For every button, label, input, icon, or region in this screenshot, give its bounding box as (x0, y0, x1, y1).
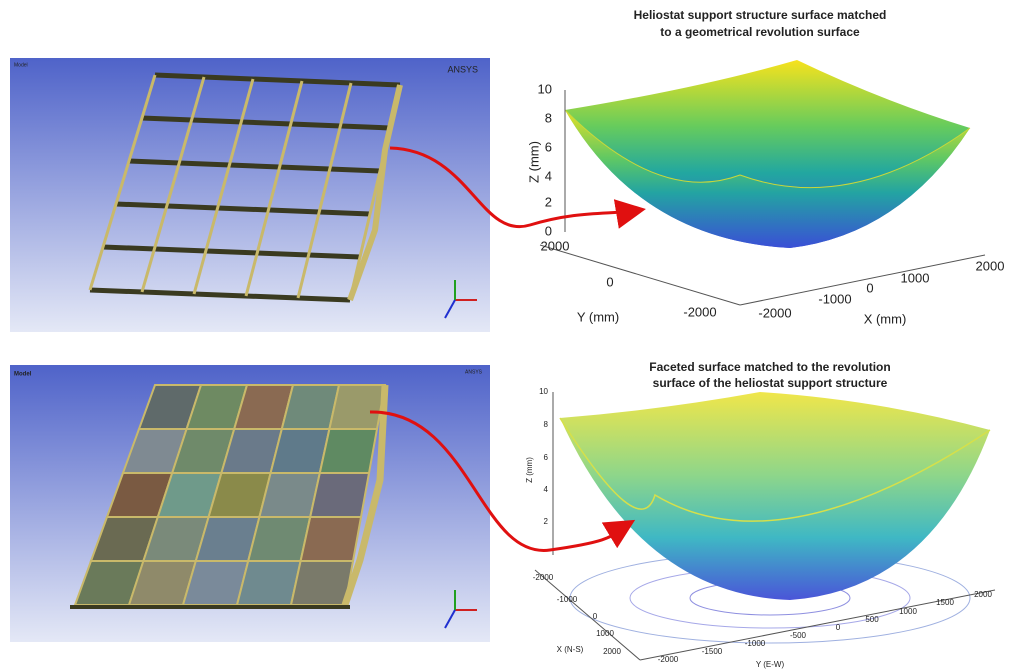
x-tick-label: 1000 (901, 270, 930, 285)
x-tick-label: 0 (593, 612, 598, 621)
facet (310, 473, 369, 517)
y-tick-label: 0 (606, 274, 613, 289)
y-tick-label: -500 (790, 631, 807, 640)
y-tick-label: 500 (865, 615, 879, 624)
y-tick-label: 1500 (936, 598, 954, 607)
model-view-top (10, 58, 490, 332)
z-tick-label: 4 (544, 485, 549, 494)
z-axis-label: Z (mm) (525, 457, 534, 483)
page: Model ANSYS Model ANSYS Heliostat support st… (0, 0, 1011, 672)
z-tick-label: 10 (538, 81, 552, 96)
plot-title: Heliostat support structure surface matc… (634, 8, 887, 22)
y-tick-label: 1000 (899, 607, 917, 616)
x-tick-label: 1000 (596, 629, 614, 638)
z-tick-label: 6 (545, 139, 552, 154)
facet (320, 429, 377, 473)
y-tick-label: -2000 (658, 655, 679, 664)
z-axis-label: Z (mm) (526, 141, 541, 183)
y-tick-label: -1000 (745, 639, 766, 648)
z-tick-label: 4 (545, 168, 552, 183)
logo: ANSYS (447, 64, 478, 74)
x-axis-label: X (N-S) (557, 645, 584, 654)
z-tick-label: 6 (544, 453, 549, 462)
y-axis-label: Y (E-W) (756, 660, 785, 669)
facet (301, 517, 361, 561)
plot-title: to a geometrical revolution surface (660, 25, 860, 39)
x-tick-label: -1000 (557, 595, 578, 604)
facet (329, 385, 385, 429)
x-tick-label: 2000 (603, 647, 621, 656)
x-tick-label: -2000 (533, 573, 554, 582)
plot-title: Faceted surface matched to the revolutio… (649, 360, 890, 374)
facet (248, 517, 310, 561)
model-label: Model (14, 62, 28, 68)
y-tick-label: 2000 (974, 590, 992, 599)
z-tick-label: 10 (539, 387, 548, 396)
y-tick-label: 2000 (541, 238, 570, 253)
figure: Model ANSYS Model ANSYS Heliostat support st… (0, 0, 1011, 672)
z-tick-label: 8 (545, 110, 552, 125)
x-tick-label: 2000 (976, 258, 1005, 273)
z-tick-label: 0 (545, 223, 552, 238)
surface-plot-bottom (535, 392, 995, 660)
z-tick-label: 8 (544, 420, 549, 429)
plot-title: surface of the heliostat support structu… (653, 376, 888, 390)
x-tick-label: -2000 (758, 305, 791, 320)
y-tick-label: -2000 (683, 304, 716, 319)
x-tick-label: -1000 (818, 291, 851, 306)
model-label: Model (14, 372, 32, 378)
x-axis-label: X (mm) (864, 311, 907, 326)
surface-plot-top (540, 60, 985, 305)
logo: ANSYS (465, 369, 483, 375)
y-tick-label: -1500 (702, 647, 723, 656)
y-tick-label: 0 (836, 623, 841, 632)
z-tick-label: 2 (545, 194, 552, 209)
z-tick-label: 2 (544, 517, 549, 526)
x-tick-label: 0 (866, 280, 873, 295)
y-axis-label: Y (mm) (577, 309, 619, 324)
facet (237, 561, 301, 605)
